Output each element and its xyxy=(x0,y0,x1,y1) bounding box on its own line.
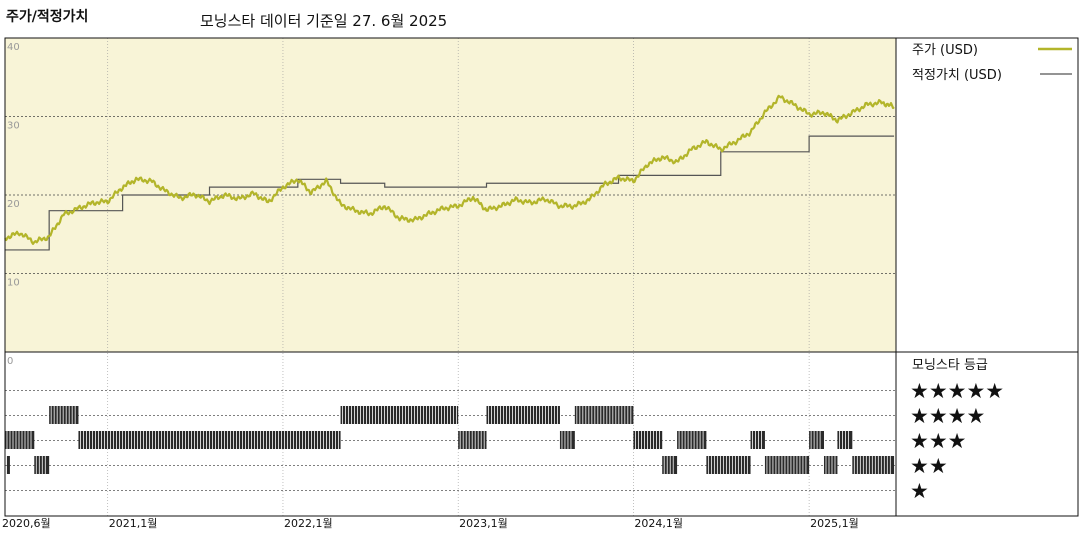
rating-title: 모닝스타 등급 xyxy=(912,358,988,373)
x-tick-label: 2025,1월 xyxy=(810,517,859,530)
rating-bar-3-star xyxy=(559,431,575,449)
rating-bar-2-star xyxy=(662,456,678,474)
rating-bar-3-star xyxy=(633,431,663,449)
rating-bar-fill xyxy=(706,456,751,474)
rating-bar-4-star xyxy=(574,406,634,424)
rating-bar-3-star xyxy=(837,431,853,449)
y-tick-label: 20 xyxy=(7,199,20,210)
rating-stars-3: ★★★ xyxy=(910,429,966,453)
rating-bar-fill xyxy=(677,431,707,449)
rating-bar-3-star xyxy=(809,431,824,449)
rating-bar-fill xyxy=(633,431,663,449)
rating-bar-fill xyxy=(486,406,560,424)
rating-stars-1: ★ xyxy=(910,479,929,503)
y-tick-label: 0 xyxy=(7,356,13,367)
chart-subtitle: 모닝스타 데이터 기준일 27. 6월 2025 xyxy=(200,12,448,30)
legend-fair-value-label: 적정가치 (USD) xyxy=(912,68,1002,83)
chart-frame xyxy=(4,37,1079,517)
x-tick-label: 2021,1월 xyxy=(109,517,158,530)
rating-bar-2-star xyxy=(823,456,838,474)
y-tick-label: 10 xyxy=(7,278,20,289)
rating-stars-5: ★★★★★ xyxy=(910,379,1004,403)
rating-bar-4-star xyxy=(486,406,560,424)
x-tick-label: 2022,1월 xyxy=(284,517,333,530)
rating-bar-3-star xyxy=(750,431,765,449)
rating-bar-fill xyxy=(6,456,10,474)
rating-bar-fill xyxy=(49,406,79,424)
rating-bar-2-star xyxy=(764,456,810,474)
rating-bar-3-star xyxy=(5,431,35,449)
rating-bar-fill xyxy=(823,456,838,474)
legend-price-label: 주가 (USD) xyxy=(912,43,978,58)
rating-stars-2: ★★ xyxy=(910,454,948,478)
rating-bar-4-star xyxy=(340,406,459,424)
rating-bar-2-star xyxy=(852,456,895,474)
rating-bar-fill xyxy=(5,431,35,449)
y-tick-label: 40 xyxy=(7,42,20,53)
price-line xyxy=(4,94,895,245)
rating-bar-2-star xyxy=(34,456,50,474)
x-tick-label: 2023,1월 xyxy=(459,517,508,530)
x-tick-label: 2020,6월 xyxy=(2,517,51,530)
rating-bar-fill xyxy=(852,456,895,474)
chart-title: 주가/적정가치 xyxy=(6,9,89,25)
rating-bar-3-star xyxy=(677,431,707,449)
fair-value-line xyxy=(5,135,895,251)
rating-bar-fill xyxy=(764,456,810,474)
y-tick-label: 30 xyxy=(7,121,20,132)
rating-bar-3-star xyxy=(78,431,341,449)
rating-bar-2-star xyxy=(6,456,10,474)
rating-bar-3-star xyxy=(458,431,487,449)
x-tick-label: 2024,1월 xyxy=(634,517,683,530)
rating-bar-4-star xyxy=(49,406,79,424)
rating-stars-4: ★★★★ xyxy=(910,404,985,428)
rating-bar-2-star xyxy=(706,456,751,474)
